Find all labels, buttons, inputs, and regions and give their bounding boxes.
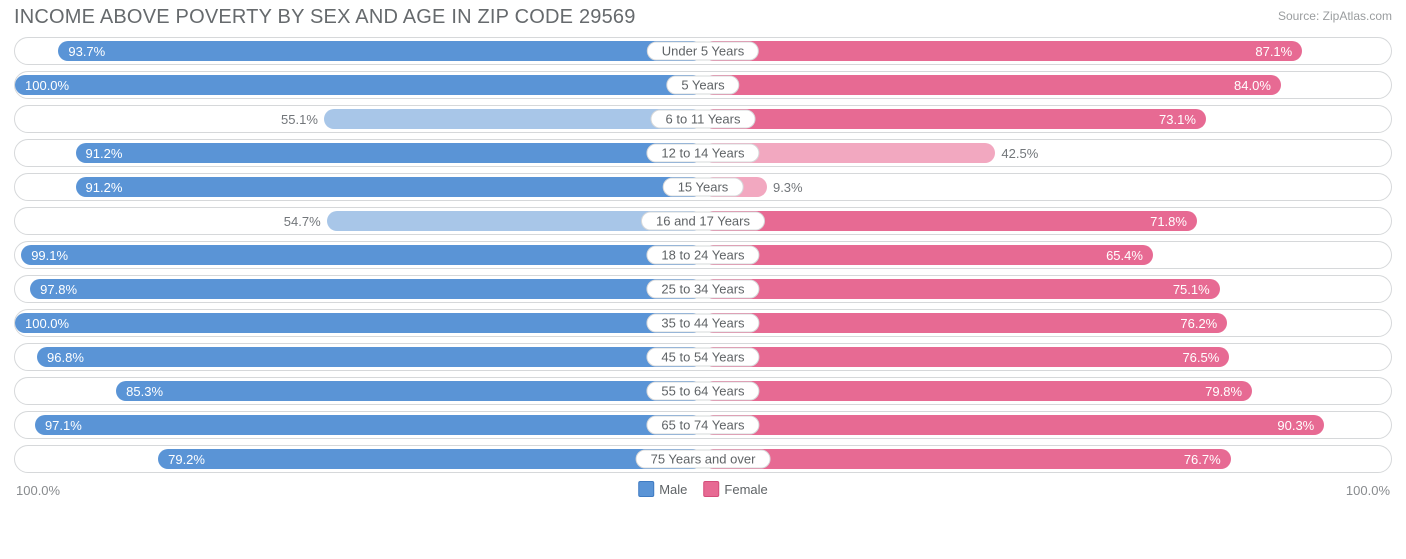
- bar-rows: 93.7% 87.1% Under 5 Years 100.0% 84.0% 5 Year…: [14, 37, 1392, 473]
- age-group-label: 6 to 11 Years: [651, 110, 756, 129]
- male-bar: 96.8%: [37, 347, 703, 367]
- male-value: 55.1%: [281, 106, 318, 132]
- male-value: 97.1%: [45, 418, 82, 433]
- female-bar: 76.5%: [703, 347, 1229, 367]
- male-value: 79.2%: [168, 452, 205, 467]
- female-bar: 65.4%: [703, 245, 1153, 265]
- female-value: 79.8%: [1205, 384, 1242, 399]
- female-value: 87.1%: [1255, 44, 1292, 59]
- legend-male: Male: [638, 481, 687, 497]
- male-bar: 97.8%: [30, 279, 703, 299]
- female-swatch-icon: [703, 481, 719, 497]
- female-bar: 84.0%: [703, 75, 1281, 95]
- female-bar: 71.8%: [703, 211, 1197, 231]
- female-value: 9.3%: [773, 174, 803, 200]
- female-bar: 87.1%: [703, 41, 1302, 61]
- chart-container: INCOME ABOVE POVERTY BY SEX AND AGE IN Z…: [0, 0, 1406, 559]
- age-group-label: 18 to 24 Years: [646, 246, 759, 265]
- male-value: 91.2%: [86, 180, 123, 195]
- bar-row: 55.1% 73.1% 6 to 11 Years: [14, 105, 1392, 133]
- male-value: 100.0%: [25, 316, 69, 331]
- female-value: 84.0%: [1234, 78, 1271, 93]
- female-value: 42.5%: [1001, 140, 1038, 166]
- female-value: 75.1%: [1173, 282, 1210, 297]
- bar-row: 93.7% 87.1% Under 5 Years: [14, 37, 1392, 65]
- bar-row: 91.2% 42.5% 12 to 14 Years: [14, 139, 1392, 167]
- bar-row: 100.0% 76.2% 35 to 44 Years: [14, 309, 1392, 337]
- male-bar: 91.2%: [76, 143, 703, 163]
- bar-row: 97.1% 90.3% 65 to 74 Years: [14, 411, 1392, 439]
- female-bar: 73.1%: [703, 109, 1206, 129]
- male-value: 85.3%: [126, 384, 163, 399]
- age-group-label: 35 to 44 Years: [646, 314, 759, 333]
- bar-row: 99.1% 65.4% 18 to 24 Years: [14, 241, 1392, 269]
- male-bar: 97.1%: [35, 415, 703, 435]
- age-group-label: 75 Years and over: [636, 450, 771, 469]
- male-bar: 91.2%: [76, 177, 703, 197]
- age-group-label: 15 Years: [663, 178, 744, 197]
- age-group-label: 65 to 74 Years: [646, 416, 759, 435]
- male-bar: 99.1%: [21, 245, 703, 265]
- male-value: 97.8%: [40, 282, 77, 297]
- bar-row: 100.0% 84.0% 5 Years: [14, 71, 1392, 99]
- header: INCOME ABOVE POVERTY BY SEX AND AGE IN Z…: [14, 6, 1392, 29]
- age-group-label: 5 Years: [666, 76, 739, 95]
- male-value: 99.1%: [31, 248, 68, 263]
- female-value: 76.2%: [1180, 316, 1217, 331]
- bar-row: 54.7% 71.8% 16 and 17 Years: [14, 207, 1392, 235]
- age-group-label: 16 and 17 Years: [641, 212, 765, 231]
- male-bar: 100.0%: [15, 75, 703, 95]
- female-bar: 76.7%: [703, 449, 1231, 469]
- axis-max-right: 100.0%: [1346, 483, 1390, 498]
- female-bar: 79.8%: [703, 381, 1252, 401]
- bar-row: 85.3% 79.8% 55 to 64 Years: [14, 377, 1392, 405]
- male-bar: 93.7%: [58, 41, 703, 61]
- female-bar: 90.3%: [703, 415, 1324, 435]
- male-value: 91.2%: [86, 146, 123, 161]
- female-value: 71.8%: [1150, 214, 1187, 229]
- age-group-label: 55 to 64 Years: [646, 382, 759, 401]
- bar-row: 97.8% 75.1% 25 to 34 Years: [14, 275, 1392, 303]
- female-value: 73.1%: [1159, 112, 1196, 127]
- legend-female-label: Female: [724, 482, 767, 497]
- footer: 100.0% Male Female 100.0%: [14, 481, 1392, 503]
- age-group-label: 12 to 14 Years: [646, 144, 759, 163]
- bar-row: 91.2% 9.3% 15 Years: [14, 173, 1392, 201]
- age-group-label: 45 to 54 Years: [646, 348, 759, 367]
- male-value: 96.8%: [47, 350, 84, 365]
- female-value: 90.3%: [1277, 418, 1314, 433]
- female-value: 76.5%: [1182, 350, 1219, 365]
- male-swatch-icon: [638, 481, 654, 497]
- bar-row: 79.2% 76.7% 75 Years and over: [14, 445, 1392, 473]
- female-value: 65.4%: [1106, 248, 1143, 263]
- male-value: 93.7%: [68, 44, 105, 59]
- bar-row: 96.8% 76.5% 45 to 54 Years: [14, 343, 1392, 371]
- chart-title: INCOME ABOVE POVERTY BY SEX AND AGE IN Z…: [14, 6, 636, 29]
- male-value: 54.7%: [284, 208, 321, 234]
- age-group-label: Under 5 Years: [647, 42, 759, 61]
- legend: Male Female: [638, 481, 768, 497]
- legend-male-label: Male: [659, 482, 687, 497]
- age-group-label: 25 to 34 Years: [646, 280, 759, 299]
- female-bar: 76.2%: [703, 313, 1227, 333]
- male-value: 100.0%: [25, 78, 69, 93]
- female-value: 76.7%: [1184, 452, 1221, 467]
- axis-max-left: 100.0%: [16, 483, 60, 498]
- female-bar: 75.1%: [703, 279, 1220, 299]
- male-bar: 100.0%: [15, 313, 703, 333]
- male-bar: 85.3%: [116, 381, 703, 401]
- source-attribution: Source: ZipAtlas.com: [1278, 9, 1392, 23]
- male-bar: [324, 109, 703, 129]
- legend-female: Female: [703, 481, 767, 497]
- male-bar: 79.2%: [158, 449, 703, 469]
